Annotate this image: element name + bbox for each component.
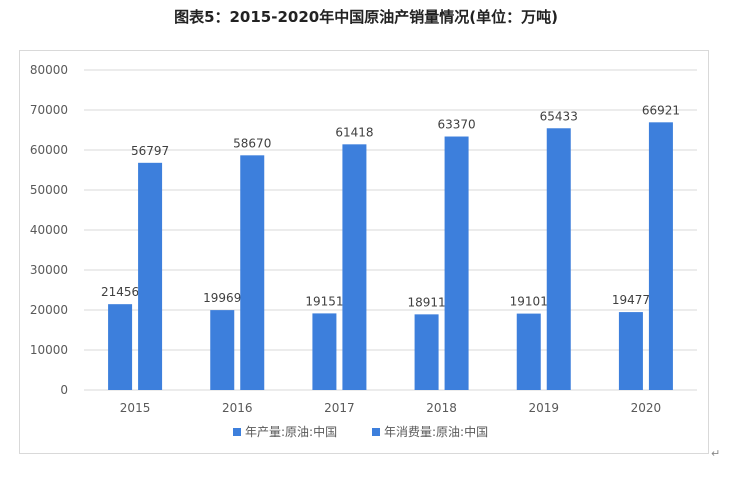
bar-production <box>414 314 439 390</box>
x-tick-label: 2019 <box>528 401 559 415</box>
data-label: 58670 <box>233 136 271 150</box>
chart-title: 图表5：2015-2020年中国原油产销量情况(单位：万吨) <box>174 8 558 26</box>
data-label: 18911 <box>407 295 445 309</box>
data-label: 63370 <box>437 118 475 132</box>
y-tick-label: 0 <box>60 383 68 397</box>
paragraph-return-mark: ↵ <box>711 447 721 460</box>
data-label: 66921 <box>642 103 680 117</box>
data-label: 19101 <box>510 295 548 309</box>
bar-consumption <box>444 136 469 390</box>
x-tick-label: 2020 <box>631 401 662 415</box>
data-label: 65433 <box>540 109 578 123</box>
x-tick-label: 2015 <box>120 401 151 415</box>
data-label: 19151 <box>305 294 343 308</box>
data-label: 56797 <box>131 144 169 158</box>
bar-consumption <box>138 162 163 390</box>
legend-swatch <box>233 428 241 436</box>
y-tick-label: 10000 <box>30 343 68 357</box>
x-tick-label: 2016 <box>222 401 253 415</box>
y-tick-label: 40000 <box>30 223 68 237</box>
bar-production <box>516 313 541 390</box>
chart-frame <box>19 50 709 454</box>
bar-consumption <box>648 122 673 390</box>
bar-production <box>210 310 235 390</box>
bar-consumption <box>240 155 265 390</box>
x-tick-label: 2017 <box>324 401 355 415</box>
x-tick-label: 2018 <box>426 401 457 415</box>
data-label: 19969 <box>203 291 241 305</box>
data-label: 21456 <box>101 285 139 299</box>
y-tick-label: 20000 <box>30 303 68 317</box>
data-label: 61418 <box>335 125 373 139</box>
legend-swatch <box>372 428 380 436</box>
bar-production <box>108 304 133 390</box>
legend-label: 年消费量:原油:中国 <box>384 424 488 439</box>
bar-production <box>618 312 643 390</box>
y-tick-label: 70000 <box>30 103 68 117</box>
bar-consumption <box>342 144 367 390</box>
y-tick-label: 50000 <box>30 183 68 197</box>
y-tick-label: 30000 <box>30 263 68 277</box>
y-tick-label: 60000 <box>30 143 68 157</box>
bar-consumption <box>546 128 571 390</box>
data-label: 19477 <box>612 293 650 307</box>
bar-production <box>312 313 337 390</box>
legend-label: 年产量:原油:中国 <box>245 424 337 439</box>
y-tick-label: 80000 <box>30 63 68 77</box>
